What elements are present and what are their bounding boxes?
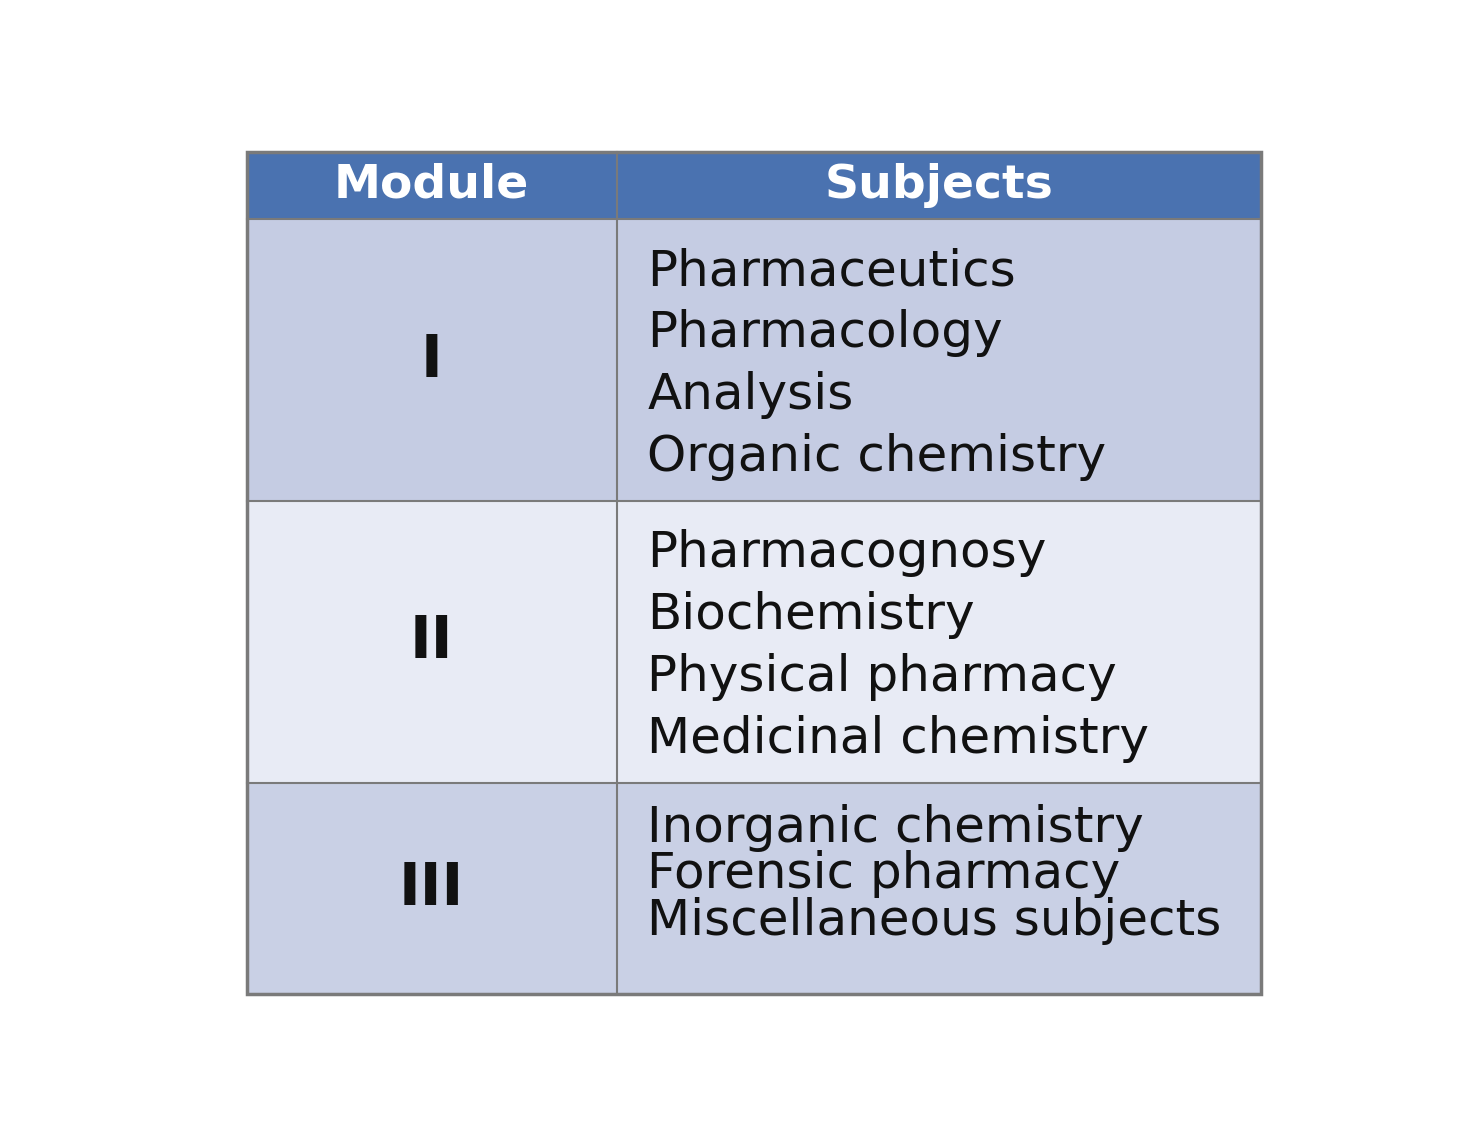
Text: Module: Module	[334, 163, 530, 208]
Text: Pharmacognosy: Pharmacognosy	[647, 530, 1047, 577]
Text: Pharmacology: Pharmacology	[647, 310, 1003, 357]
Bar	[247, 501, 1261, 782]
Text: III: III	[399, 860, 465, 916]
Bar	[247, 782, 1261, 993]
Text: Medicinal chemistry: Medicinal chemistry	[647, 716, 1149, 763]
Text: Miscellaneous subjects: Miscellaneous subjects	[647, 897, 1222, 945]
Bar	[247, 219, 1261, 501]
Text: Forensic pharmacy: Forensic pharmacy	[647, 850, 1121, 898]
Text: Subjects: Subjects	[825, 163, 1053, 208]
Text: Biochemistry: Biochemistry	[647, 591, 975, 640]
Text: Inorganic chemistry: Inorganic chemistry	[647, 804, 1144, 852]
Text: Pharmaceutics: Pharmaceutics	[647, 247, 1016, 295]
Text: II: II	[410, 613, 453, 670]
Text: Physical pharmacy: Physical pharmacy	[647, 653, 1116, 701]
Bar	[247, 152, 1261, 219]
Bar	[247, 152, 1261, 993]
Text: Organic chemistry: Organic chemistry	[647, 433, 1106, 481]
Text: Analysis: Analysis	[647, 371, 853, 420]
Text: I: I	[421, 331, 443, 389]
